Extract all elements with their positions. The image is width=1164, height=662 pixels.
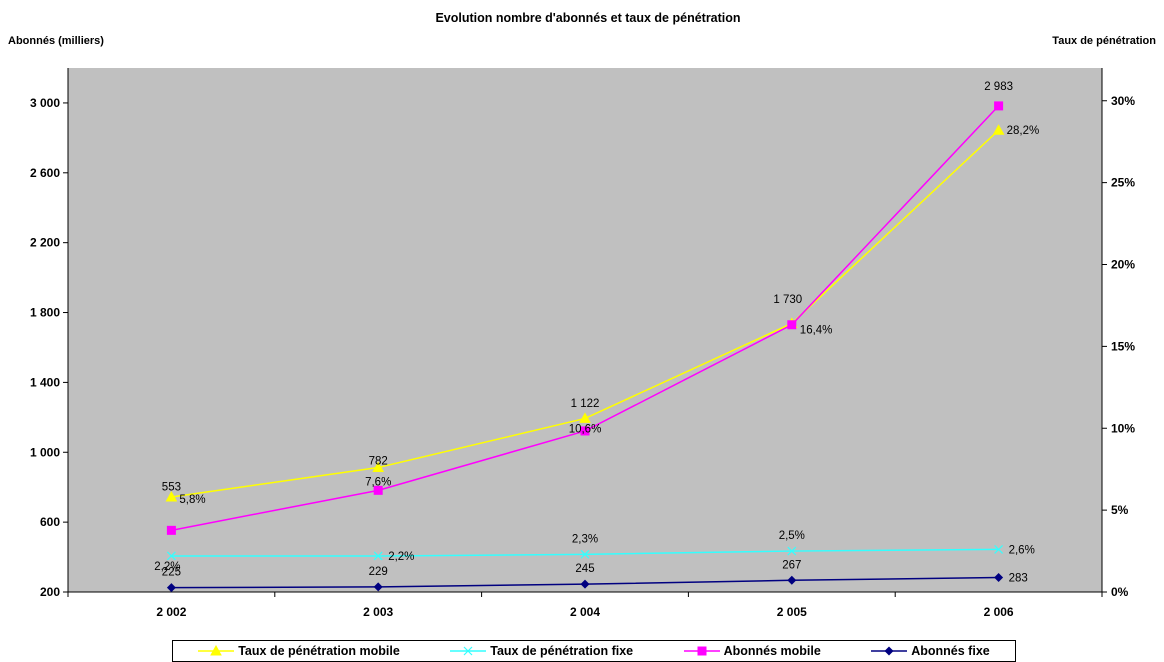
data-label: 2,2%	[154, 561, 180, 573]
right-tick-label: 5%	[1111, 503, 1129, 517]
x-tick-label: 2 004	[570, 605, 600, 619]
x-tick-label: 2 002	[156, 605, 186, 619]
data-point	[165, 490, 178, 502]
legend-swatch	[683, 646, 720, 656]
left-tick-label: 200	[40, 585, 60, 599]
legend-item: Abonnés fixe	[871, 644, 990, 658]
x-marker-stroke	[580, 549, 590, 559]
data-label: 283	[1009, 573, 1028, 585]
right-tick-label: 30%	[1111, 94, 1135, 108]
right-tick-label: 15%	[1111, 339, 1135, 353]
legend-item: Abonnés mobile	[683, 644, 821, 658]
legend-item: Taux de pénétration mobile	[198, 644, 400, 658]
legend-swatch-marker	[463, 646, 473, 656]
legend-label: Abonnés fixe	[911, 644, 990, 658]
data-label: 2,6%	[1009, 544, 1035, 556]
x-tick-label: 2 006	[984, 605, 1014, 619]
left-tick-label: 3 000	[30, 96, 60, 110]
data-label: 2 983	[984, 81, 1013, 93]
legend-swatch-marker	[210, 645, 223, 656]
labels-layer: 5,8% 7,6% 10,6% 16,4% 28,2% 553 782 1 122 1 730 2…	[154, 81, 1039, 585]
data-label: 245	[575, 563, 594, 575]
series-taux-de-p-n-tration-fixe	[166, 545, 1004, 561]
data-label: 2,5%	[779, 530, 805, 542]
data-label: 2,3%	[572, 533, 598, 545]
x-tick-label: 2 003	[363, 605, 393, 619]
left-tick-label: 2 600	[30, 166, 60, 180]
right-tick-label: 10%	[1111, 421, 1135, 435]
data-label: 1 730	[773, 294, 802, 306]
legend-label: Abonnés mobile	[723, 644, 821, 658]
left-axis-label: Abonnés (milliers)	[8, 35, 104, 47]
legend-swatch	[871, 646, 908, 656]
left-tick-label: 1 400	[30, 375, 60, 389]
series-layer	[165, 101, 1005, 593]
right-axis-label: Taux de pénétration	[1052, 35, 1156, 47]
data-label: 267	[782, 559, 801, 571]
data-point	[579, 412, 591, 423]
data-label: 225	[162, 567, 181, 579]
axes: 200 600 1 000 1 400 1 800 2 200 2 600 3 000 0% 5%…	[30, 68, 1135, 619]
data-point	[166, 525, 176, 535]
data-point	[580, 549, 590, 559]
x-tick-label: 2 005	[777, 605, 807, 619]
left-tick-label: 600	[40, 515, 60, 529]
data-point	[166, 583, 176, 593]
legend-swatch-marker	[884, 646, 894, 656]
legend-swatch	[198, 645, 235, 656]
data-point	[580, 579, 590, 589]
data-label: 5,8%	[179, 494, 205, 506]
data-point	[373, 551, 383, 561]
data-point	[994, 101, 1004, 111]
left-tick-label: 2 200	[30, 236, 60, 250]
data-point	[787, 320, 797, 330]
plot-area	[68, 68, 1102, 592]
data-label: 229	[369, 566, 388, 578]
data-label: 16,4%	[800, 324, 833, 336]
data-label: 28,2%	[1007, 125, 1040, 137]
legend-swatch	[450, 646, 487, 656]
data-point	[992, 124, 1005, 135]
data-label: 782	[369, 455, 388, 467]
series-abonn-s-fixe	[166, 573, 1004, 593]
x-marker-stroke	[994, 545, 1004, 554]
chart-title: Evolution nombre d'abonnés et taux de pé…	[435, 11, 740, 25]
x-marker-stroke	[463, 646, 473, 656]
data-point	[787, 546, 797, 556]
data-point	[166, 551, 176, 561]
right-tick-label: 20%	[1111, 258, 1135, 272]
data-point	[373, 582, 383, 592]
legend-label: Taux de pénétration mobile	[238, 644, 400, 658]
data-label: 10,6%	[569, 423, 602, 435]
legend-swatch-marker	[697, 646, 707, 656]
data-label: 2,2%	[388, 551, 414, 563]
data-label: 553	[162, 481, 181, 493]
data-point	[994, 545, 1004, 554]
right-tick-label: 25%	[1111, 176, 1135, 190]
data-label: 1 122	[571, 398, 600, 410]
left-tick-label: 1 000	[30, 445, 60, 459]
x-marker-stroke	[166, 551, 176, 561]
legend-label: Taux de pénétration fixe	[490, 644, 634, 658]
data-point	[580, 426, 590, 436]
x-marker-stroke	[787, 546, 797, 556]
data-label: 7,6%	[365, 477, 391, 489]
left-tick-label: 1 800	[30, 306, 60, 320]
x-marker-stroke	[373, 551, 383, 561]
legend-item: Taux de pénétration fixe	[450, 644, 633, 658]
data-point	[373, 485, 383, 495]
series-abonn-s-mobile	[166, 101, 1004, 535]
data-point	[372, 461, 385, 473]
data-point	[994, 573, 1004, 583]
data-point	[787, 575, 797, 585]
right-tick-label: 0%	[1111, 585, 1129, 599]
legend: Taux de pénétration mobile Taux de pénétr…	[172, 640, 1016, 662]
